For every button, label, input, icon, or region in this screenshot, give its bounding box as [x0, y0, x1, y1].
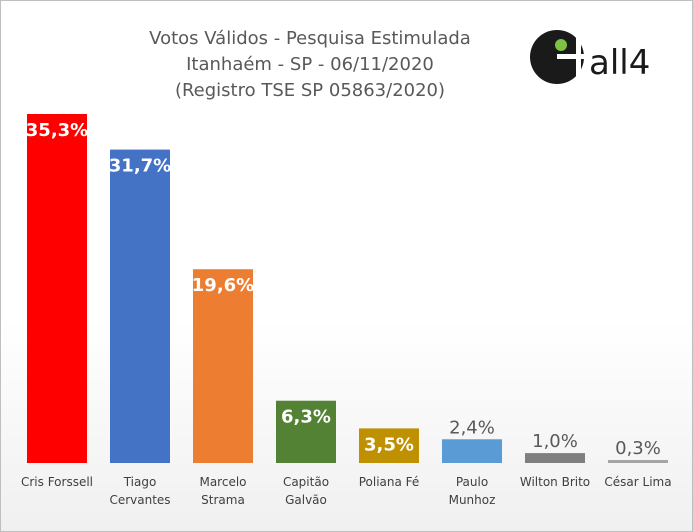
data-label-5: 2,4%: [449, 417, 495, 438]
bar-6: [525, 453, 585, 463]
data-label-7: 0,3%: [615, 438, 661, 459]
data-label-6: 1,0%: [532, 431, 578, 452]
bar-0: [27, 114, 87, 463]
svg-text:all4: all4: [589, 43, 650, 83]
category-label-5: Paulo: [456, 475, 488, 489]
data-label-4: 3,5%: [364, 434, 414, 455]
data-label-2: 19,6%: [192, 275, 254, 296]
data-label-0: 35,3%: [26, 120, 88, 141]
category-label-6: Wilton Brito: [520, 475, 590, 489]
bar-2: [193, 269, 253, 463]
category-label-1-line2: Cervantes: [109, 493, 170, 507]
bar-3: [276, 400, 336, 463]
data-label-1: 31,7%: [109, 156, 171, 177]
bar-1: [110, 149, 170, 463]
category-label-3-line2: Galvão: [285, 493, 327, 507]
category-label-2: Marcelo: [199, 475, 246, 489]
all4-logo: all4: [530, 30, 650, 84]
category-label-2-line2: Strama: [201, 493, 245, 507]
bar-4: [359, 428, 419, 463]
category-label-1: Tiago: [123, 475, 157, 489]
category-label-3: Capitão: [283, 475, 329, 489]
bar-5: [442, 439, 502, 463]
chart-title-line3: (Registro TSE SP 05863/2020): [174, 80, 446, 101]
category-label-0: Cris Forssell: [21, 475, 93, 489]
category-label-5-line2: Munhoz: [449, 493, 496, 507]
category-label-4: Poliana Fé: [359, 475, 420, 489]
category-label-7: César Lima: [604, 475, 671, 489]
bar-7: [608, 460, 668, 463]
chart-title-line1: Votos Válidos - Pesquisa Estimulada: [149, 28, 471, 49]
data-label-3: 6,3%: [281, 407, 331, 428]
chart-title-line2: Itanhaém - SP - 06/11/2020: [186, 54, 434, 75]
